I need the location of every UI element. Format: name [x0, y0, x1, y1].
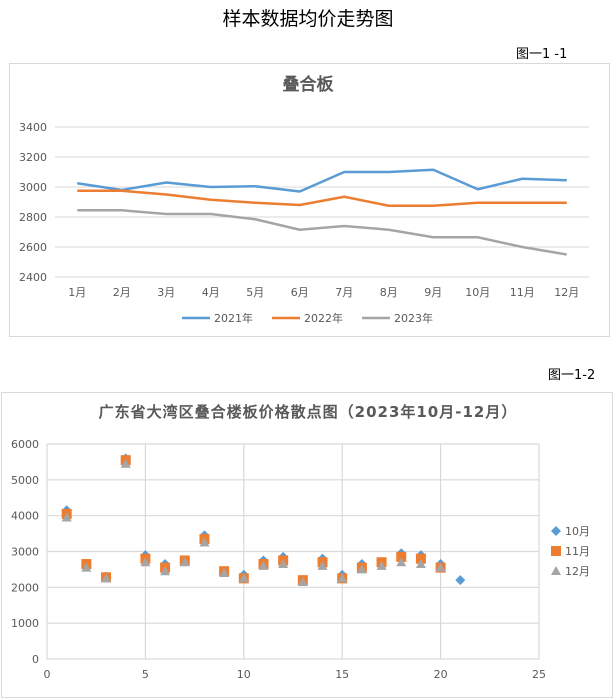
line-chart-frame: [9, 63, 610, 337]
y-tick-label: 2000: [11, 581, 39, 594]
triangle-marker: [81, 562, 92, 572]
legend-label: 2022年: [304, 311, 343, 325]
x-tick-label: 10月: [465, 286, 490, 299]
scatter-chart-title: 广东省大湾区叠合楼板价格散点图（2023年10月-12月）: [99, 403, 518, 421]
y-tick-label: 6000: [11, 438, 39, 451]
x-tick-label: 6月: [291, 286, 309, 299]
x-tick-label: 5月: [246, 286, 264, 299]
square-marker: [396, 551, 407, 562]
figure-label-2: 图一1-2: [548, 368, 596, 383]
figure-label-1: 图一1 -1: [516, 47, 568, 62]
x-tick-label: 2月: [113, 286, 131, 299]
square-marker: [551, 546, 561, 556]
x-tick-label: 1月: [68, 286, 86, 299]
x-tick-label: 10: [237, 668, 251, 681]
triangle-marker: [551, 566, 561, 575]
x-tick-label: 0: [44, 668, 51, 681]
triangle-marker: [297, 576, 308, 586]
line-chart-title: 叠合板: [283, 74, 335, 95]
y-tick-label: 2400: [19, 271, 47, 284]
x-tick-label: 11月: [510, 286, 535, 299]
triangle-marker: [396, 557, 407, 567]
y-tick-label: 2800: [19, 211, 47, 224]
x-tick-label: 12月: [554, 286, 579, 299]
square-marker: [415, 553, 426, 564]
triangle-marker: [238, 573, 249, 583]
y-tick-label: 3200: [19, 151, 47, 164]
triangle-marker: [179, 557, 190, 567]
legend-label: 11月: [565, 545, 590, 558]
series-line-2023年: [77, 209, 567, 256]
y-tick-label: 0: [32, 653, 39, 666]
x-tick-label: 4月: [202, 286, 220, 299]
triangle-marker: [356, 564, 367, 574]
y-tick-label: 4000: [11, 510, 39, 523]
triangle-marker: [278, 559, 289, 569]
triangle-marker: [258, 560, 269, 570]
legend-label: 10月: [565, 525, 590, 538]
scatter-chart-frame: [1, 392, 613, 698]
page-title: 样本数据均价走势图: [222, 8, 394, 30]
triangle-marker: [101, 573, 112, 583]
x-tick-label: 8月: [380, 286, 398, 299]
series-line-2021年: [77, 168, 567, 193]
legend-label: 12月: [565, 565, 590, 578]
triangle-marker: [337, 573, 348, 583]
triangle-marker: [376, 560, 387, 570]
triangle-marker: [435, 562, 446, 572]
x-tick-label: 5: [142, 668, 149, 681]
x-tick-label: 3月: [157, 286, 175, 299]
x-tick-label: 7月: [335, 286, 353, 299]
legend-label: 2021年: [214, 311, 253, 325]
x-tick-label: 9月: [424, 286, 442, 299]
series-line-2022年: [77, 189, 567, 207]
triangle-marker: [160, 566, 171, 576]
triangle-marker: [219, 568, 230, 577]
triangle-marker: [317, 560, 328, 570]
diamond-marker: [551, 526, 561, 536]
y-tick-label: 5000: [11, 474, 39, 487]
y-tick-label: 3000: [11, 546, 39, 559]
x-tick-label: 15: [335, 668, 349, 681]
triangle-marker: [140, 557, 151, 567]
y-tick-label: 3400: [19, 121, 47, 134]
y-tick-label: 2600: [19, 241, 47, 254]
x-tick-label: 25: [532, 668, 546, 681]
triangle-marker: [415, 559, 426, 569]
triangle-marker: [120, 458, 131, 468]
y-tick-label: 3000: [19, 181, 47, 194]
y-tick-label: 1000: [11, 617, 39, 630]
triangle-marker: [61, 512, 72, 522]
triangle-marker: [199, 537, 210, 547]
diamond-marker: [455, 575, 466, 586]
legend-label: 2023年: [394, 311, 433, 325]
x-tick-label: 20: [434, 668, 448, 681]
